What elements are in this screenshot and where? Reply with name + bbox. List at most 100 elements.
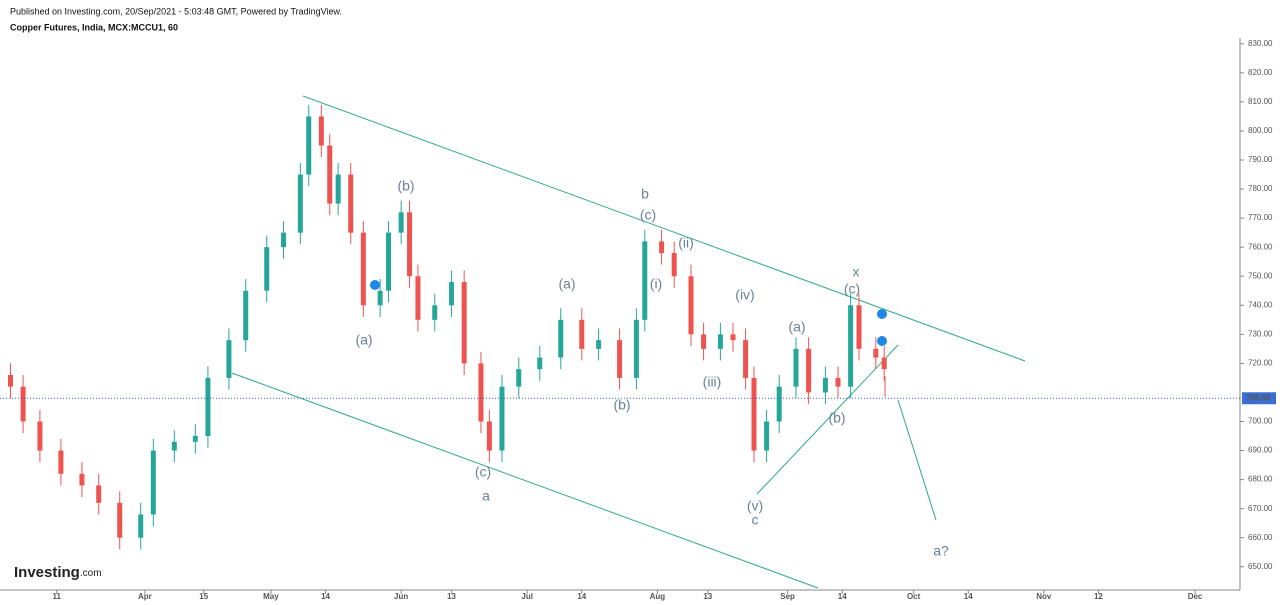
logo-suffix: .com bbox=[80, 568, 102, 579]
candle-body bbox=[138, 514, 144, 538]
marker bbox=[877, 309, 887, 319]
wave-label: (a) bbox=[558, 276, 575, 292]
candle-body bbox=[398, 212, 404, 233]
candle-body bbox=[386, 232, 392, 291]
y-tick-label: 680.00 bbox=[1248, 475, 1273, 484]
candle-body bbox=[751, 377, 757, 451]
marker bbox=[877, 336, 887, 346]
x-tick-label: 14 bbox=[838, 592, 847, 601]
wave-label: (c) bbox=[475, 464, 491, 480]
wave-label: x bbox=[853, 264, 860, 280]
y-tick-label: 730.00 bbox=[1248, 329, 1273, 338]
candle-body bbox=[243, 290, 249, 341]
candle-body bbox=[793, 348, 799, 387]
candle-body bbox=[8, 375, 14, 387]
candle-body bbox=[478, 363, 484, 422]
y-tick-label: 740.00 bbox=[1248, 300, 1273, 309]
trend-lines bbox=[231, 95, 1026, 589]
candle-body bbox=[596, 340, 602, 349]
x-tick-label: 12 bbox=[1094, 592, 1103, 601]
candle-body bbox=[415, 276, 421, 320]
x-tick-label: 15 bbox=[199, 592, 208, 601]
candle-body bbox=[856, 305, 862, 349]
x-tick-label: 14 bbox=[321, 592, 330, 601]
candle-body bbox=[96, 485, 102, 503]
projection-line bbox=[897, 399, 937, 521]
candle-body bbox=[671, 252, 677, 277]
x-tick-label: Jun bbox=[394, 592, 408, 601]
candle-body bbox=[432, 305, 438, 320]
last-price-label: 708.00 bbox=[1246, 393, 1271, 402]
candle-body bbox=[659, 241, 665, 253]
candle-body bbox=[171, 441, 177, 451]
wave-label: (b) bbox=[613, 397, 630, 413]
published-note: Published on Investing.com, 20/Sep/2021 … bbox=[10, 6, 342, 16]
candle-body bbox=[579, 319, 585, 349]
candle-body bbox=[264, 247, 270, 291]
candle-body bbox=[297, 174, 303, 233]
candle-body bbox=[360, 232, 366, 306]
candle-body bbox=[776, 386, 782, 422]
candle-body bbox=[461, 282, 467, 364]
x-tick-label: Jul bbox=[521, 592, 533, 601]
candle-body bbox=[150, 450, 156, 515]
candle-body bbox=[688, 276, 694, 335]
wave-label: a bbox=[482, 488, 490, 504]
x-tick-label: 13 bbox=[447, 592, 456, 601]
x-tick-label: 11 bbox=[52, 592, 61, 601]
last-price-box bbox=[1242, 392, 1276, 405]
y-tick-label: 830.00 bbox=[1248, 39, 1273, 48]
candle-body bbox=[743, 340, 749, 378]
x-tick-label: Sep bbox=[780, 592, 795, 601]
candle-body bbox=[37, 421, 43, 451]
p-markers bbox=[370, 280, 887, 346]
wave-label: a? bbox=[933, 543, 949, 559]
y-tick-label: 770.00 bbox=[1248, 213, 1273, 222]
candle-body bbox=[537, 357, 543, 370]
marker bbox=[370, 280, 380, 290]
candle-body bbox=[806, 348, 812, 393]
candle-body bbox=[717, 334, 723, 349]
candle-body bbox=[327, 145, 333, 204]
wave-label: (b) bbox=[397, 178, 414, 194]
candle-body bbox=[848, 305, 854, 387]
y-tick-label: 800.00 bbox=[1248, 126, 1273, 135]
candle-body bbox=[642, 241, 648, 320]
y-tick-label: 760.00 bbox=[1248, 242, 1273, 251]
x-tick-label: 13 bbox=[703, 592, 712, 601]
candle-body bbox=[499, 386, 505, 451]
candle-body bbox=[730, 334, 736, 341]
wave-label: (a) bbox=[355, 332, 372, 348]
candle-body bbox=[348, 174, 354, 233]
wave-label: (ii) bbox=[678, 235, 694, 251]
wave-label: c bbox=[752, 512, 759, 528]
x-tick-label: Oct bbox=[907, 592, 921, 601]
x-tick-label: May bbox=[263, 592, 279, 601]
candle-body bbox=[881, 357, 887, 370]
x-tick-label: Apr bbox=[138, 592, 152, 601]
wave-label: (v) bbox=[747, 498, 763, 514]
wave-label: (b) bbox=[828, 410, 845, 426]
wave-label: (c) bbox=[640, 207, 656, 223]
wave-label: b bbox=[641, 186, 649, 202]
logo-brand: Investing bbox=[14, 564, 80, 581]
y-tick-label: 790.00 bbox=[1248, 155, 1273, 164]
y-tick-label: 650.00 bbox=[1248, 562, 1273, 571]
candle-body bbox=[407, 212, 413, 277]
candle-body bbox=[873, 348, 879, 358]
candle-body bbox=[318, 116, 324, 146]
x-tick-label: 14 bbox=[964, 592, 973, 601]
instrument: Copper Futures, India, MCX:MCCU1, 60 bbox=[10, 22, 178, 32]
candle-body bbox=[558, 319, 564, 358]
candle-body bbox=[764, 421, 770, 451]
x-tick-label: Dec bbox=[1188, 592, 1203, 601]
candle-body bbox=[306, 116, 312, 175]
x-tick-label: 14 bbox=[577, 592, 586, 601]
candle-body bbox=[117, 502, 123, 538]
candle-body bbox=[486, 421, 492, 451]
candle-body bbox=[835, 377, 841, 387]
candle-body bbox=[822, 377, 828, 393]
y-tick-label: 660.00 bbox=[1248, 533, 1273, 542]
